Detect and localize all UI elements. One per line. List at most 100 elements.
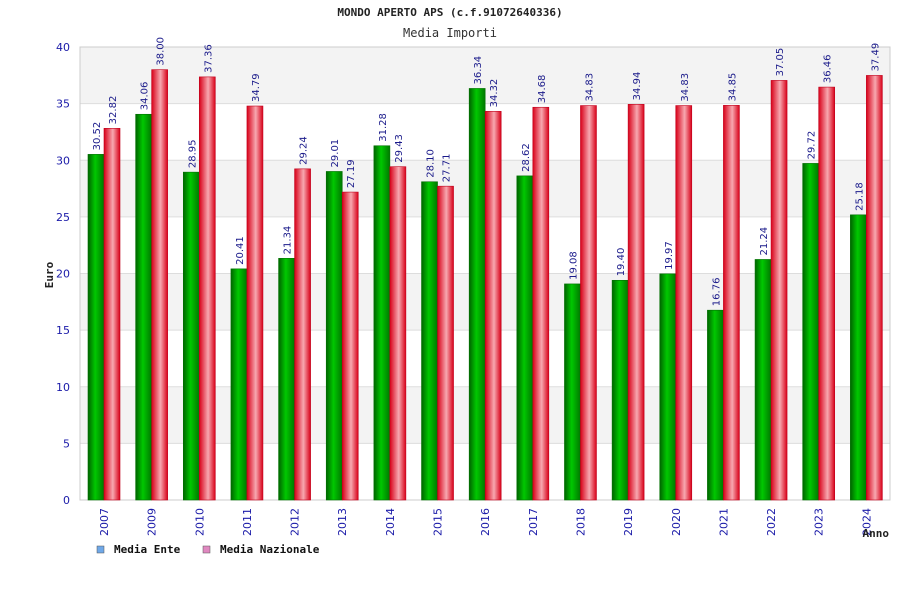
bar-media-ente bbox=[516, 175, 534, 501]
data-label: 28.62 bbox=[521, 143, 532, 172]
bar-media-ente bbox=[182, 171, 200, 501]
data-label: 30.52 bbox=[92, 122, 103, 151]
bar-media-nazionale bbox=[532, 106, 550, 501]
data-label: 34.68 bbox=[537, 75, 548, 104]
x-tick-label: 2019 bbox=[622, 508, 635, 536]
bar-media-ente bbox=[754, 259, 772, 501]
data-label: 34.83 bbox=[584, 73, 595, 102]
bar-media-ente bbox=[707, 309, 724, 501]
data-label: 29.43 bbox=[394, 134, 405, 163]
bar-media-nazionale bbox=[341, 191, 359, 501]
x-tick-label: 2020 bbox=[670, 508, 683, 536]
x-tick-label: 2015 bbox=[432, 508, 445, 536]
data-label: 25.18 bbox=[854, 182, 865, 211]
bar-media-nazionale bbox=[818, 86, 836, 501]
bar-media-nazionale bbox=[627, 104, 645, 501]
data-label: 27.19 bbox=[346, 159, 357, 188]
bar-media-ente bbox=[135, 113, 152, 501]
legend: Media Ente Media Nazionale bbox=[96, 543, 320, 556]
legend-item-media-nazionale: Media Nazionale bbox=[202, 543, 320, 556]
data-label: 28.10 bbox=[426, 149, 437, 178]
bar-media-nazionale bbox=[770, 80, 788, 501]
x-tick-label: 2013 bbox=[336, 508, 349, 536]
data-label: 38.00 bbox=[156, 37, 167, 66]
data-label: 28.95 bbox=[187, 140, 198, 169]
y-tick-label: 35 bbox=[56, 98, 70, 111]
x-tick-label: 2014 bbox=[384, 508, 397, 536]
bar-media-nazionale bbox=[580, 105, 597, 501]
data-label: 27.71 bbox=[442, 154, 453, 183]
y-axis: 0 5 10 15 20 25 30 35 40 bbox=[56, 41, 70, 507]
x-tick-label: 2018 bbox=[574, 508, 587, 536]
data-label: 19.97 bbox=[664, 241, 675, 270]
bar-media-ente bbox=[325, 171, 343, 501]
y-tick-label: 10 bbox=[56, 381, 70, 394]
legend-item-media-ente: Media Ente bbox=[96, 543, 181, 556]
bars bbox=[87, 69, 883, 501]
legend-swatch-media-nazionale bbox=[202, 545, 211, 554]
data-label: 34.83 bbox=[680, 73, 691, 102]
data-label: 21.34 bbox=[283, 226, 294, 255]
bar-media-ente bbox=[850, 214, 867, 501]
data-label: 36.46 bbox=[823, 54, 834, 83]
data-label: 19.08 bbox=[568, 251, 579, 280]
data-label: 29.01 bbox=[330, 139, 341, 168]
bar-media-nazionale bbox=[198, 76, 216, 501]
bar-media-ente bbox=[421, 181, 438, 501]
x-tick-label: 2007 bbox=[98, 508, 111, 536]
legend-label-media-ente: Media Ente bbox=[114, 543, 181, 556]
bar-media-ente bbox=[278, 258, 295, 501]
bar-media-ente bbox=[659, 273, 677, 501]
bar-media-ente bbox=[373, 145, 391, 501]
data-labels: 30.52 32.82 34.06 38.00 28.95 37.36 20.41 34.79… bbox=[92, 37, 881, 306]
bar-media-nazionale bbox=[437, 185, 454, 501]
bar-media-nazionale bbox=[675, 105, 693, 501]
bar-media-nazionale bbox=[246, 105, 264, 501]
data-label: 29.72 bbox=[807, 131, 818, 160]
bar-media-ente bbox=[802, 163, 820, 501]
bar-media-ente bbox=[468, 88, 486, 501]
data-label: 16.76 bbox=[711, 278, 722, 307]
x-tick-label: 2010 bbox=[193, 508, 206, 536]
y-tick-label: 25 bbox=[56, 211, 70, 224]
y-tick-label: 15 bbox=[56, 324, 70, 337]
data-label: 37.49 bbox=[870, 43, 881, 72]
data-label: 36.34 bbox=[473, 56, 484, 85]
chart-title: MONDO APERTO APS (c.f.91072640336) bbox=[337, 6, 562, 19]
data-label: 20.41 bbox=[235, 236, 246, 265]
data-label: 37.36 bbox=[203, 44, 214, 73]
data-label: 29.24 bbox=[299, 136, 310, 165]
data-label: 37.05 bbox=[775, 48, 786, 77]
data-label: 34.32 bbox=[489, 79, 500, 108]
bar-media-nazionale bbox=[723, 105, 740, 501]
y-tick-label: 40 bbox=[56, 41, 70, 54]
x-tick-label: 2021 bbox=[717, 508, 730, 536]
x-tick-label: 2024 bbox=[860, 508, 873, 536]
data-label: 31.28 bbox=[378, 113, 389, 142]
y-tick-label: 5 bbox=[63, 437, 70, 450]
data-label: 34.94 bbox=[632, 72, 643, 101]
y-tick-label: 30 bbox=[56, 154, 70, 167]
x-tick-label: 2017 bbox=[527, 508, 540, 536]
chart-subtitle: Media Importi bbox=[403, 26, 497, 40]
bar-media-nazionale bbox=[484, 111, 502, 501]
data-label: 32.82 bbox=[108, 96, 119, 125]
data-label: 21.24 bbox=[759, 227, 770, 256]
bar-media-ente bbox=[564, 283, 581, 501]
x-tick-label: 2011 bbox=[241, 508, 254, 536]
bar-media-nazionale bbox=[389, 166, 407, 501]
bar-media-ente bbox=[87, 154, 105, 501]
y-tick-label: 20 bbox=[56, 268, 70, 281]
x-axis: 2007 2009 2010 2011 2012 2013 2014 2015 2016 2017… bbox=[98, 508, 873, 536]
x-axis-label: Anno bbox=[863, 527, 890, 540]
bar-media-ente bbox=[230, 268, 248, 501]
bar-media-nazionale bbox=[103, 128, 121, 501]
x-tick-label: 2009 bbox=[146, 508, 159, 536]
x-tick-label: 2023 bbox=[813, 508, 826, 536]
y-tick-label: 0 bbox=[63, 494, 70, 507]
legend-label-media-nazionale: Media Nazionale bbox=[220, 543, 320, 556]
bar-media-nazionale bbox=[866, 75, 883, 501]
data-label: 19.40 bbox=[616, 248, 627, 277]
bar-media-nazionale bbox=[151, 69, 168, 501]
